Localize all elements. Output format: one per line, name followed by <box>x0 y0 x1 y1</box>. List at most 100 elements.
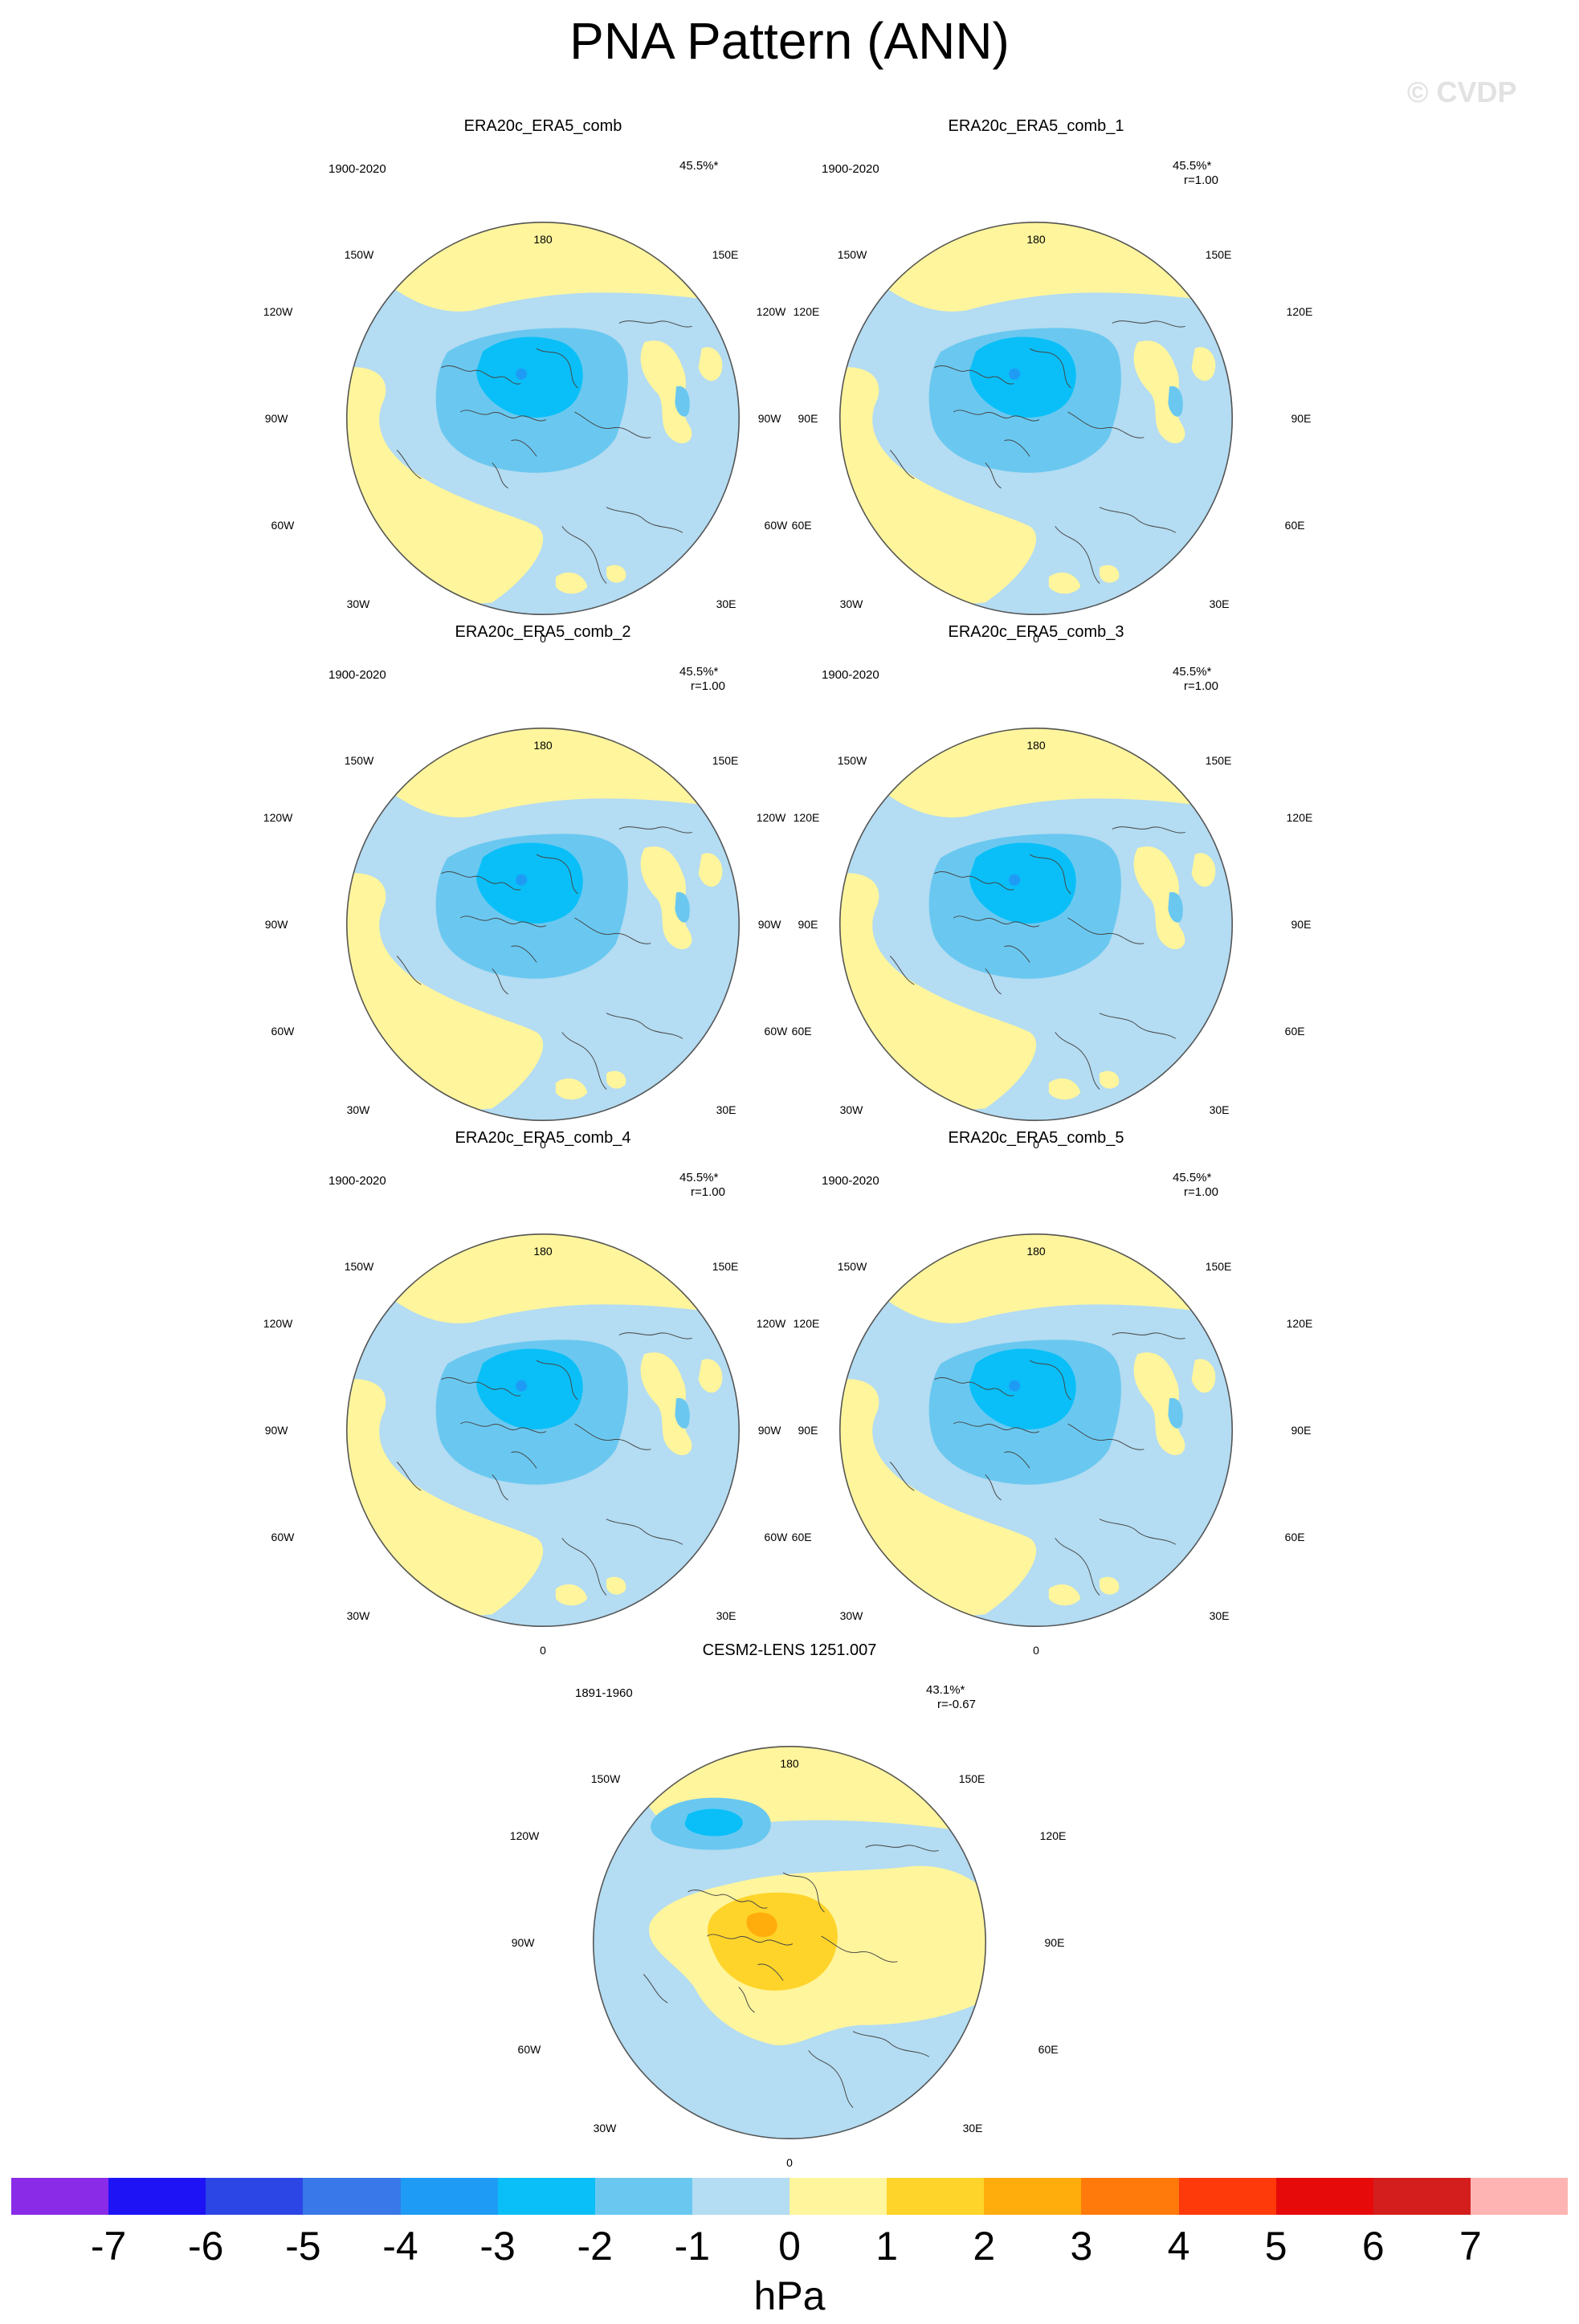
longitude-label: 90E <box>798 412 818 425</box>
longitude-label: 0 <box>1033 1138 1039 1152</box>
longitude-label: 30E <box>1209 597 1230 611</box>
longitude-label: 150W <box>837 754 867 768</box>
longitude-label: 120W <box>756 810 786 824</box>
panel-years: 1900-2020 <box>328 1174 386 1188</box>
longitude-label: 150E <box>958 1772 985 1786</box>
longitude-label: 30E <box>716 597 736 611</box>
panel-correlation: r=1.00 <box>1184 679 1218 693</box>
colorbar-units: hPa <box>753 2273 826 2318</box>
longitude-label: 30E <box>716 1103 736 1117</box>
colorbar-swatch <box>1275 2178 1373 2215</box>
longitude-label: 150W <box>344 248 374 262</box>
cvdp-watermark: © CVDP <box>1407 75 1517 108</box>
panel-years: 1900-2020 <box>822 668 879 682</box>
longitude-label: 150W <box>590 1772 621 1786</box>
colorbar-swatch <box>984 2178 1082 2215</box>
longitude-label: 60W <box>517 2043 541 2057</box>
longitude-label: 120E <box>793 810 820 824</box>
longitude-label: 120E <box>1286 304 1313 318</box>
colorbar-swatch <box>1373 2178 1471 2215</box>
longitude-label: 30E <box>716 1609 736 1623</box>
longitude-label: 120E <box>793 304 820 318</box>
longitude-label: 60W <box>764 1531 788 1544</box>
panel-years: 1891-1960 <box>575 1686 633 1700</box>
longitude-label: 180 <box>533 738 553 752</box>
longitude-label: 30E <box>962 2122 983 2135</box>
longitude-label: 60E <box>1284 1531 1305 1544</box>
colorbar-tick-label: 0 <box>778 2224 801 2269</box>
longitude-label: 120E <box>793 1316 820 1330</box>
panel-title: ERA20c_ERA5_comb_4 <box>455 1129 631 1147</box>
map-panel: ERA20c_ERA5_comb_4 1900-2020 45.5%* r=1.00 1… <box>263 1129 820 1657</box>
longitude-label: 30E <box>1209 1609 1230 1623</box>
colorbar-swatch <box>887 2178 985 2215</box>
colorbar-tick-label: 2 <box>973 2224 996 2269</box>
panel-percent-variance: 45.5%* <box>1173 665 1212 679</box>
panel-percent-variance: 45.5%* <box>679 1171 719 1184</box>
longitude-label: 150E <box>1205 754 1232 768</box>
longitude-label: 120W <box>263 304 293 318</box>
longitude-label: 90E <box>798 918 818 931</box>
panel-title: ERA20c_ERA5_comb_5 <box>948 1129 1124 1147</box>
colorbar-swatch <box>497 2178 595 2215</box>
colorbar-swatch <box>1081 2178 1179 2215</box>
longitude-label: 180 <box>533 1244 553 1258</box>
longitude-label: 180 <box>1026 232 1046 246</box>
longitude-label: 60E <box>1038 2043 1059 2057</box>
panel-percent-variance: 45.5%* <box>1173 159 1212 173</box>
panel-correlation: r=1.00 <box>1184 173 1218 187</box>
longitude-label: 150E <box>712 248 739 262</box>
colorbar-swatch <box>303 2178 401 2215</box>
map-panel: CESM2-LENS 1251.007 1891-1960 43.1%* r=-0.6… <box>510 1641 1067 2169</box>
colorbar-tick-label: 5 <box>1264 2224 1287 2269</box>
colorbar-swatch <box>1178 2178 1276 2215</box>
longitude-label: 30E <box>1209 1103 1230 1117</box>
longitude-label: 60E <box>1284 1025 1305 1038</box>
longitude-label: 120W <box>756 1316 786 1330</box>
longitude-label: 0 <box>540 1138 546 1152</box>
longitude-label: 180 <box>780 1756 799 1770</box>
colorbar-tick-label: 6 <box>1361 2224 1385 2269</box>
longitude-label: 0 <box>1033 1644 1039 1657</box>
longitude-label: 30W <box>346 597 370 611</box>
colorbar-tick-label: -3 <box>479 2224 516 2269</box>
longitude-label: 150E <box>712 1260 739 1274</box>
longitude-label: 0 <box>540 632 546 646</box>
colorbar-tick-label: 3 <box>1070 2224 1093 2269</box>
panel-years: 1900-2020 <box>328 668 386 682</box>
polar-map <box>346 222 740 615</box>
longitude-label: 180 <box>533 232 553 246</box>
colorbar-tick-label: -1 <box>674 2224 711 2269</box>
panel-percent-variance: 43.1%* <box>926 1683 965 1697</box>
longitude-label: 120E <box>1039 1829 1067 1842</box>
panel-years: 1900-2020 <box>328 162 386 176</box>
longitude-label: 90E <box>1291 412 1312 425</box>
polar-map <box>839 1233 1233 1627</box>
longitude-label: 30W <box>346 1609 370 1623</box>
longitude-label: 60E <box>791 519 812 532</box>
colorbar-tick-label: 7 <box>1459 2224 1482 2269</box>
panel-percent-variance: 45.5%* <box>1173 1171 1212 1184</box>
colorbar-tick-label: -6 <box>188 2224 224 2269</box>
longitude-label: 0 <box>540 1644 546 1657</box>
longitude-label: 150W <box>837 1260 867 1274</box>
longitude-label: 30W <box>593 2122 617 2135</box>
longitude-label: 90E <box>798 1424 818 1437</box>
longitude-label: 120W <box>263 810 293 824</box>
longitude-label: 60W <box>271 519 295 532</box>
colorbar-tick-label: 1 <box>875 2224 899 2269</box>
longitude-label: 90W <box>264 1424 288 1437</box>
colorbar <box>11 2178 1568 2215</box>
longitude-label: 90W <box>757 918 781 931</box>
longitude-label: 60W <box>764 519 788 532</box>
polar-map <box>593 1746 986 2139</box>
colorbar-tick-label: -5 <box>285 2224 321 2269</box>
longitude-label: 150W <box>344 754 374 768</box>
map-panel: ERA20c_ERA5_comb_3 1900-2020 45.5%* r=1.00 1… <box>757 623 1313 1151</box>
page-title: PNA Pattern (ANN) <box>569 12 1010 70</box>
panel-title: ERA20c_ERA5_comb_3 <box>948 623 1124 641</box>
longitude-label: 30W <box>839 1103 863 1117</box>
colorbar-swatch <box>206 2178 304 2215</box>
longitude-label: 60E <box>791 1531 812 1544</box>
longitude-label: 150W <box>344 1260 374 1274</box>
